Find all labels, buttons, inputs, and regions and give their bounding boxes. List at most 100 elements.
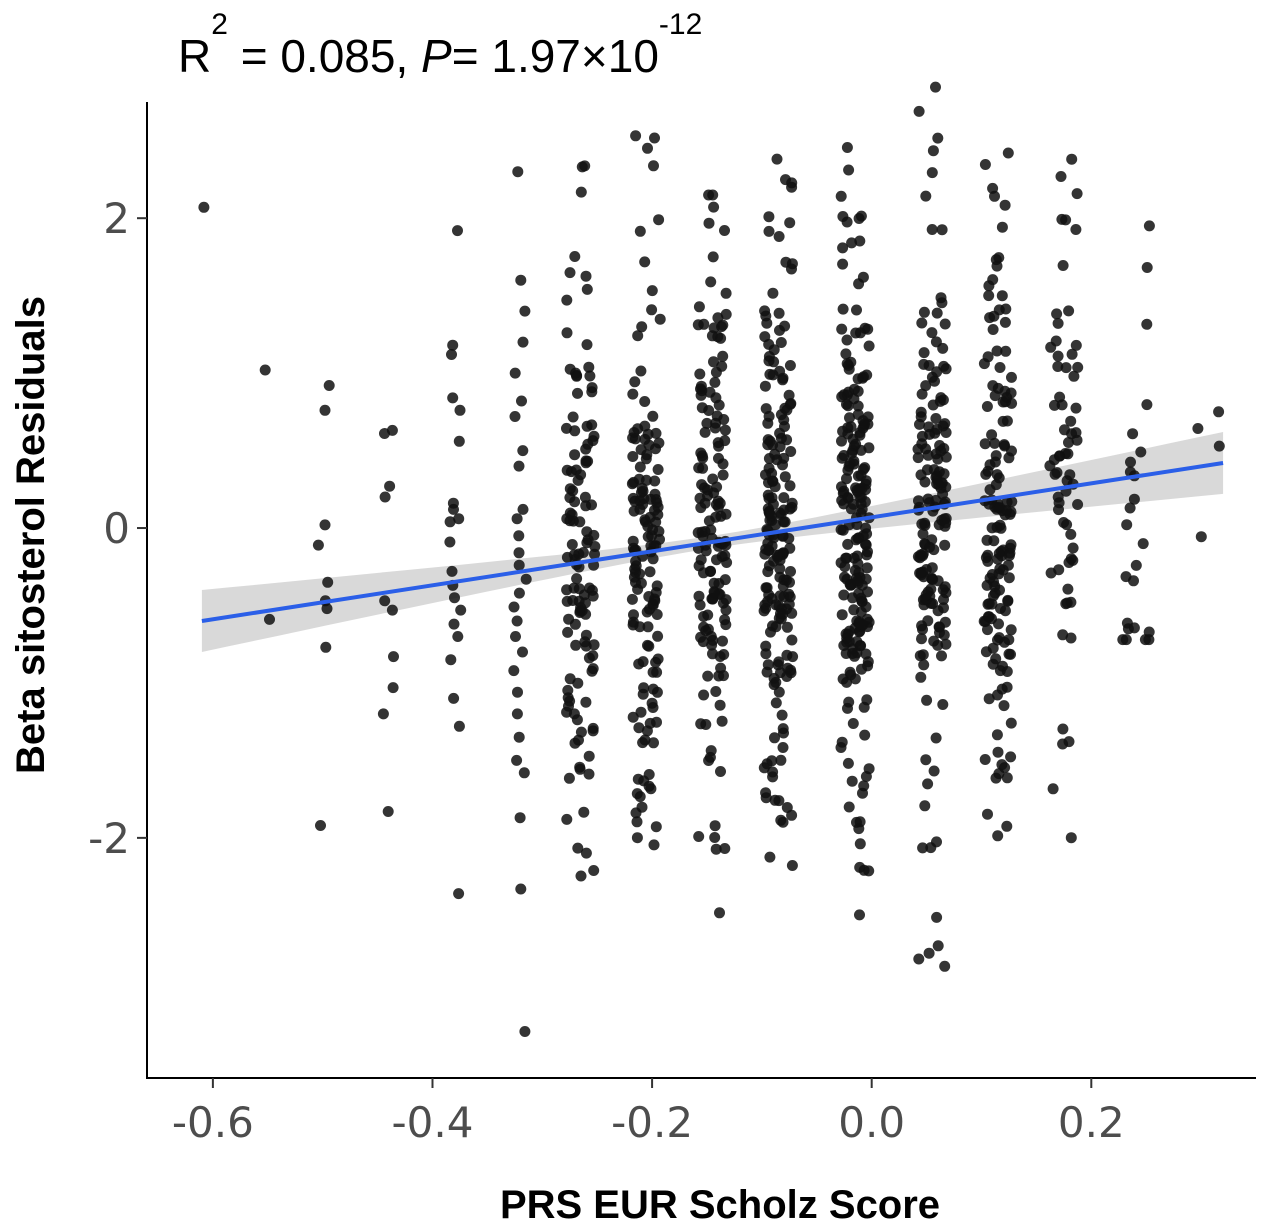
data-point — [631, 816, 643, 828]
data-point — [838, 640, 850, 651]
data-point — [861, 369, 873, 381]
data-point — [312, 539, 324, 551]
data-point — [845, 356, 857, 368]
data-point — [580, 847, 592, 859]
data-point — [988, 535, 1000, 547]
data-point — [446, 565, 458, 577]
data-point — [1005, 539, 1017, 551]
data-point — [512, 686, 523, 698]
data-point — [518, 767, 530, 779]
data-point — [783, 598, 795, 610]
data-point — [562, 684, 574, 696]
data-point — [652, 464, 664, 475]
data-point — [1070, 339, 1082, 351]
data-point — [651, 580, 663, 592]
data-point — [586, 665, 598, 677]
data-point — [694, 599, 706, 611]
data-point — [1065, 832, 1077, 844]
data-point — [837, 258, 849, 270]
data-point — [695, 389, 707, 401]
data-point — [781, 671, 793, 682]
data-point — [917, 842, 929, 854]
data-point — [1128, 575, 1139, 587]
data-point — [447, 339, 459, 351]
data-point — [715, 332, 727, 344]
data-point — [651, 686, 663, 698]
data-point — [862, 546, 873, 558]
data-point — [776, 709, 788, 721]
data-point — [837, 242, 849, 254]
data-point — [519, 1026, 531, 1037]
data-point — [918, 659, 930, 671]
data-point — [705, 276, 717, 288]
data-point — [701, 417, 713, 429]
data-point — [940, 587, 952, 599]
data-point — [1059, 424, 1070, 436]
data-point — [711, 481, 723, 493]
data-point — [916, 633, 927, 645]
data-point — [1005, 751, 1017, 763]
data-point — [575, 870, 587, 882]
data-point — [453, 513, 465, 525]
data-point — [849, 650, 860, 662]
data-point — [991, 345, 1003, 357]
data-point — [646, 697, 658, 709]
data-point — [703, 189, 715, 201]
data-point — [992, 689, 1003, 701]
data-point — [989, 580, 1001, 592]
data-point — [630, 130, 642, 142]
data-point — [863, 340, 875, 352]
data-point — [846, 775, 858, 787]
data-point — [572, 387, 583, 399]
data-point — [989, 437, 1001, 449]
data-point — [843, 164, 855, 176]
data-point — [766, 540, 778, 552]
data-point — [854, 816, 866, 828]
data-point — [321, 603, 333, 615]
data-point — [704, 751, 716, 763]
data-point — [513, 731, 525, 743]
data-point — [630, 807, 642, 819]
data-point — [863, 616, 875, 628]
data-point — [693, 831, 705, 842]
regression-line — [201, 460, 1224, 623]
data-point — [259, 364, 271, 376]
data-point — [1063, 437, 1074, 448]
data-point — [513, 460, 525, 472]
data-point — [719, 614, 731, 626]
data-point — [989, 456, 1001, 468]
data-point — [842, 428, 854, 440]
data-point — [584, 370, 596, 382]
data-point — [768, 672, 780, 684]
data-point — [1060, 362, 1072, 374]
data-point — [763, 492, 775, 504]
data-point — [777, 459, 788, 471]
data-point — [838, 589, 850, 601]
data-point — [452, 631, 464, 642]
data-point — [1071, 188, 1083, 200]
data-point — [784, 398, 796, 410]
data-point — [634, 461, 646, 473]
data-point — [760, 310, 772, 322]
data-point — [920, 190, 932, 202]
data-point — [858, 420, 870, 431]
data-point — [718, 649, 730, 660]
data-point — [1051, 308, 1063, 320]
data-point — [861, 562, 873, 574]
data-point — [563, 772, 575, 784]
data-point — [993, 472, 1005, 484]
data-point — [646, 285, 658, 297]
data-point — [509, 367, 521, 379]
data-point — [979, 438, 991, 450]
data-point — [997, 396, 1009, 408]
data-point — [854, 909, 865, 921]
data-point — [574, 763, 586, 775]
data-point — [847, 718, 859, 729]
data-point — [932, 639, 944, 651]
data-point — [844, 412, 855, 424]
data-point — [704, 386, 716, 398]
data-point — [1143, 220, 1155, 232]
data-point — [570, 367, 582, 379]
data-point — [786, 809, 798, 821]
data-point — [719, 574, 731, 586]
